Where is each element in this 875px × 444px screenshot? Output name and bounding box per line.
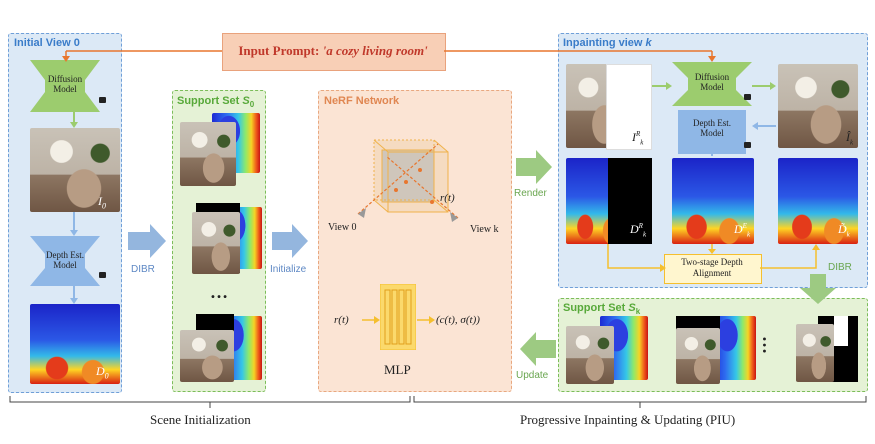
phase-scene-initialization: Scene Initialization [150, 412, 251, 427]
rendered-depth-k-mask [608, 158, 652, 244]
support-image-3 [180, 330, 234, 382]
support-set-0-label: Support Set [177, 95, 240, 107]
mlp-input-arrow [362, 316, 380, 324]
ikr-text: I [632, 130, 636, 144]
support-k-image-2 [676, 328, 720, 384]
lock-icon [99, 272, 106, 278]
d0-sub: 0 [104, 371, 109, 381]
support-set-0-symbol: S [242, 95, 250, 107]
depth-model-left-label: Depth Est. Model [46, 250, 84, 270]
support-image-2 [192, 212, 240, 274]
depth-alignment-box [664, 254, 762, 284]
dkr-sub: k [642, 230, 647, 239]
initial-image [30, 128, 120, 212]
depth-alignment-label: Two-stage Depth Alignment [681, 257, 743, 278]
dke-label: DEk [734, 222, 750, 238]
support-set-k-label: Support Set [563, 302, 626, 314]
i0-text: I [98, 194, 102, 208]
ikr-sup: R [636, 130, 641, 138]
dk-tilde-sub: k [846, 230, 850, 239]
mlp-title: MLP [384, 362, 411, 377]
ik-hat-text: Î [846, 130, 850, 144]
diffusion-model-right [672, 62, 752, 106]
ikr-sub: k [640, 138, 644, 147]
initial-depth [30, 304, 120, 384]
support-k-image-1 [566, 326, 614, 384]
ikr-label: IRk [632, 130, 643, 146]
depth-model-left [30, 236, 100, 286]
support-dots-k: … [759, 336, 779, 354]
nerf-viewk-label: View k [470, 224, 499, 235]
mlp-input-label: r(t) [334, 314, 349, 326]
depth-model-right-label: Depth Est. Model [693, 118, 731, 138]
mlp-output-label: (c(t), σ(t)) [436, 314, 480, 326]
aligned-depth-k [778, 158, 858, 244]
diffusion-model-right-label: Diffusion Model [694, 72, 730, 92]
inpainting-view-title: Inpainting view k [563, 37, 652, 49]
ik-hat-label: Îk [846, 130, 853, 146]
support-k-image-3 [796, 324, 834, 382]
nerf-view0-label: View 0 [328, 222, 357, 233]
depth-model-right [678, 110, 746, 154]
estimated-depth-k [672, 158, 754, 244]
i0-label: I0 [98, 194, 106, 210]
prompt-prefix: Input Prompt: [238, 43, 323, 58]
step-render: Render [514, 188, 547, 199]
lock-icon [744, 94, 751, 100]
dke-sup: E [742, 222, 747, 230]
support-dots-0: … [210, 282, 228, 302]
inpainting-view-label: Inpainting view [563, 37, 646, 49]
i0-sub: 0 [102, 201, 106, 211]
d0-text: D [96, 364, 105, 378]
diffusion-model-left-label: Diffusion Model [47, 74, 83, 94]
rendered-image-k-mask [606, 64, 652, 150]
step-initialize: Initialize [270, 264, 307, 275]
input-prompt-box [222, 33, 446, 71]
dk-tilde-text: D̃ [838, 222, 847, 236]
diffusion-model-left [30, 60, 100, 112]
dke-text: D [734, 222, 743, 236]
prompt-text: 'a cozy living room' [322, 43, 428, 58]
support-image-1 [180, 122, 236, 186]
mlp-output-arrow [417, 316, 435, 324]
support-set-k-sub: k [635, 307, 641, 317]
ik-hat-sub: k [850, 138, 854, 147]
lock-icon [744, 142, 751, 148]
d0-label: D0 [96, 364, 109, 380]
dkr-sup: R [638, 222, 643, 230]
support-set-k-symbol: S [628, 302, 636, 314]
dk-tilde-label: D̃k [838, 222, 850, 238]
step-update: Update [516, 370, 549, 381]
step-dibr-left: DIBR [131, 264, 155, 275]
dkr-label: DRk [630, 222, 646, 238]
dke-sub: k [746, 230, 751, 239]
step-dibr-right: DIBR [828, 262, 852, 273]
support-k-white-3 [834, 316, 848, 346]
phase-piu: Progressive Inpainting & Updating (PIU) [520, 412, 736, 427]
nerf-rt-label: r(t) [440, 192, 455, 204]
nerf-volume-diagram [357, 139, 459, 222]
dkr-text: D [630, 222, 639, 236]
mlp-block [380, 284, 416, 350]
support-set-k-title: Support Set Sk [563, 302, 640, 316]
nerf-network-title: NeRF Network [324, 95, 400, 107]
support-set-0-title: Support Set S0 [177, 95, 254, 109]
initial-view-title: Initial View 0 [14, 37, 80, 49]
inpainting-view-k: k [645, 37, 652, 49]
input-prompt-text: Input Prompt: 'a cozy living room' [222, 33, 444, 69]
support-set-0-sub: 0 [249, 100, 255, 110]
inpainted-image-k [778, 64, 858, 148]
lock-icon [99, 97, 106, 103]
